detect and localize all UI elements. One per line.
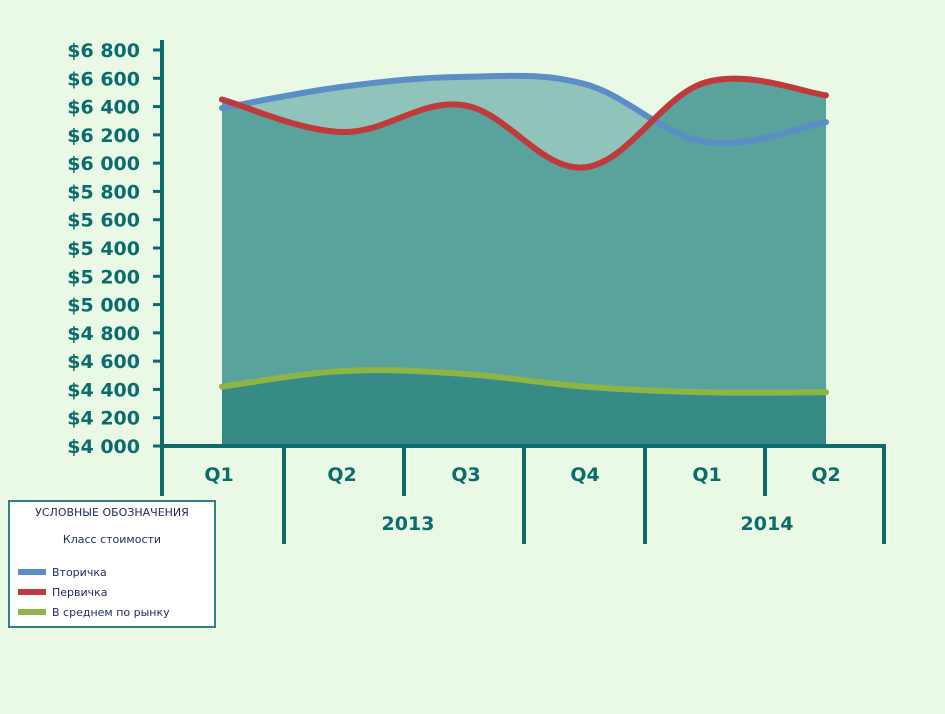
- x-tick-label: Q1: [204, 464, 233, 486]
- legend-swatch-secondary: [18, 569, 46, 575]
- y-tick-label: $4 200: [67, 408, 140, 430]
- y-tick-label: $5 000: [67, 295, 140, 317]
- legend: УСЛОВНЫЕ ОБОЗНАЧЕНИЯ Класс стоимости Вто…: [8, 500, 216, 628]
- y-tick-label: $4 400: [67, 379, 140, 401]
- legend-label-primary: Первичка: [52, 585, 108, 599]
- y-tick-label: $6 000: [67, 153, 140, 175]
- x-tick-label: Q2: [811, 464, 840, 486]
- area-primary: [222, 78, 826, 447]
- legend-label-secondary: Вторичка: [52, 565, 107, 579]
- legend-swatch-market-average: [18, 609, 46, 615]
- y-tick-label: $5 200: [67, 266, 140, 288]
- legend-swatch-primary: [18, 589, 46, 595]
- area-layer: [222, 75, 826, 447]
- y-tick-label: $6 400: [67, 97, 140, 119]
- y-tick-label: $4 000: [67, 436, 140, 458]
- legend-label-market-average: В среднем по рынку: [52, 605, 170, 619]
- legend-item-market-average: В среднем по рынку: [18, 602, 214, 622]
- x-year-label: 2013: [382, 513, 435, 535]
- y-tick-label: $4 800: [67, 323, 140, 345]
- legend-item-primary: Первичка: [18, 582, 214, 602]
- y-axis: $6 800 $6 600 $6 400 $6 200 $6 000 $5 800 $5 6…: [67, 40, 164, 458]
- legend-items: Вторичка Первичка В среднем по рынку: [10, 562, 214, 622]
- x-axis: Q1 Q2 Q3 Q4 Q1 Q2 2013 2014: [160, 444, 886, 544]
- legend-item-secondary: Вторичка: [18, 562, 214, 582]
- x-tick-label: Q1: [692, 464, 721, 486]
- y-tick-label: $6 800: [67, 40, 140, 62]
- series-line-market-average: [219, 367, 829, 396]
- y-tick-label: $5 600: [67, 210, 140, 232]
- x-tick-label: Q2: [327, 464, 356, 486]
- y-tick-label: $6 600: [67, 68, 140, 90]
- area-market-average: [222, 370, 826, 446]
- y-tick-label: $4 600: [67, 351, 140, 373]
- series-line-secondary: [219, 72, 829, 147]
- series-line-primary: [219, 75, 829, 171]
- legend-title: УСЛОВНЫЕ ОБОЗНАЧЕНИЯ: [35, 506, 189, 519]
- y-tick-label: $5 800: [67, 181, 140, 203]
- legend-subtitle: Класс стоимости: [62, 533, 162, 546]
- x-tick-label: Q4: [570, 464, 599, 486]
- x-tick-label: Q3: [451, 464, 480, 486]
- x-year-label: 2014: [741, 513, 794, 535]
- y-tick-label: $6 200: [67, 125, 140, 147]
- y-tick-label: $5 400: [67, 238, 140, 260]
- line-layer: [219, 72, 829, 396]
